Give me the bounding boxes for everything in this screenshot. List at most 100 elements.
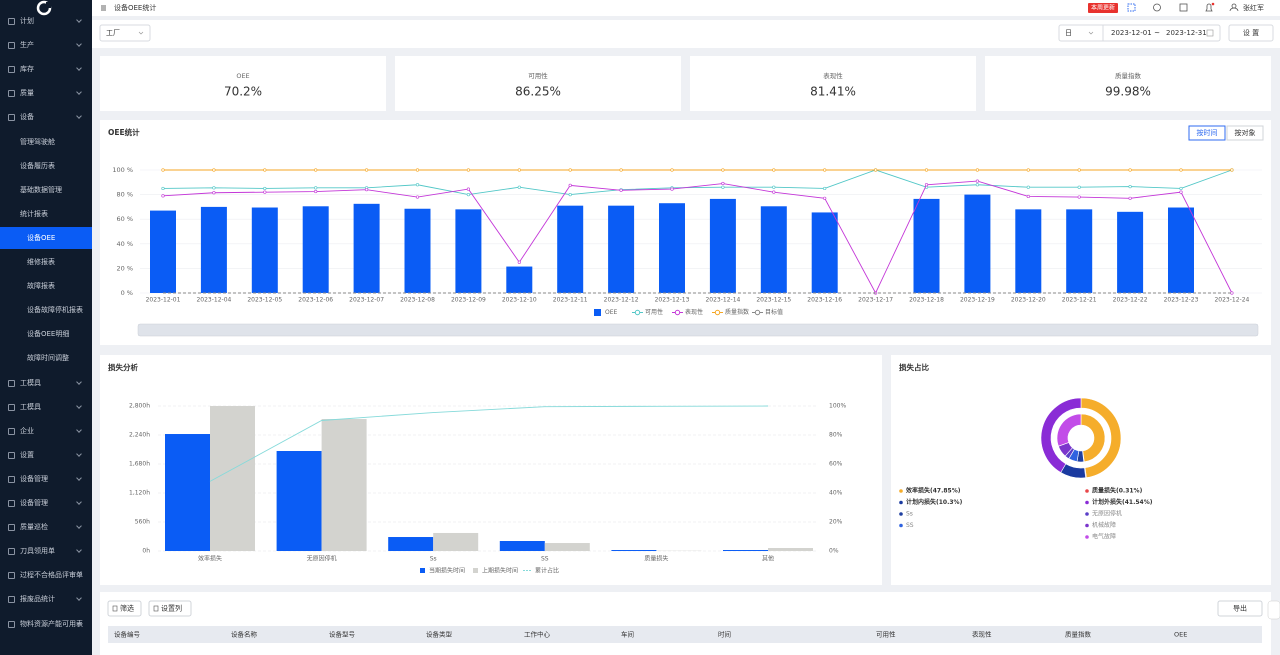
x-tick-label: 2023-12-10 [502,297,537,304]
menu-item[interactable]: 质量 [0,82,92,104]
point [415,168,420,172]
toolbar-button[interactable] [148,600,192,617]
bar [210,406,255,551]
legend-label: 质量指数 [725,308,749,316]
menu-item[interactable]: 基础数据管理 [20,185,62,194]
x-tick-label: 2023-12-17 [858,297,893,304]
column-header[interactable]: 时间 [718,630,731,639]
legend-label: 计划内损失 [906,498,937,506]
point [466,187,471,191]
point [212,191,216,195]
point [772,185,776,189]
y-tick-label: 2,240h [129,432,150,439]
x-tick-label: SS [541,556,549,563]
menu-item[interactable]: 设置 [0,444,92,466]
kpi-value: 81.41% [810,85,856,99]
column-header[interactable]: 可用性 [876,630,896,639]
point [975,179,980,183]
bar [1117,211,1144,293]
menu-item[interactable]: 故障时间调整 [27,354,69,363]
menu-item[interactable]: 设备管理 [0,492,92,514]
column-header[interactable]: 设备型号 [329,630,356,639]
x-tick-label: 2023-12-06 [298,297,333,304]
kpi-label: 质量指数 [1115,71,1142,80]
menu-item[interactable]: 设备管理 [0,468,92,490]
point [314,189,318,194]
update-badge[interactable]: 本周更新 [1091,4,1115,12]
legend-label: 当期损失时间 [429,567,465,575]
end-date[interactable]: 2023-12-31 [1166,29,1207,37]
legend-value: (41.54%) [1122,499,1153,506]
menu-item[interactable]: 设备OEE明细 [27,330,70,339]
legend-label: Ss [906,511,913,518]
bar [557,205,584,293]
y-tick-label: 1,680h [129,461,150,468]
point [517,168,521,172]
inner-slice [1056,413,1082,447]
column-header[interactable]: 工作中心 [524,630,551,639]
legend-label: 电气故障 [1092,533,1116,541]
y2-tick-label: 0% [829,548,839,555]
menu-item[interactable]: 企业 [0,420,92,442]
factory-select[interactable]: 工厂 [106,29,120,37]
menu-item[interactable]: 工模具 [0,372,92,394]
legend-swatch [594,309,601,316]
kpi-label: OEE [236,72,249,80]
legend-label: SS [906,522,914,529]
column-header[interactable]: 设备名称 [231,630,258,639]
menu-item[interactable]: 管理驾驶舱 [20,137,55,146]
column-header[interactable]: 质量指数 [1065,630,1092,639]
view-button[interactable] [1188,125,1226,141]
table-header [108,626,1262,643]
line [162,169,1233,196]
menu-item[interactable]: 质量巡检 [0,516,92,538]
menu-item[interactable]: 统计报表 [20,209,48,218]
legend-dot [1085,523,1089,528]
period-select[interactable]: 日 [1065,29,1072,37]
menu-item[interactable]: 故障报表 [27,282,55,291]
view-button-label: 按对象 [1235,128,1256,137]
menu-item[interactable]: 物料资源产能可用表 [0,613,92,635]
column-header[interactable]: 车间 [621,630,634,639]
x-tick-label: 2023-12-20 [1011,297,1046,304]
menu-item[interactable]: 设备故障停机报表 [27,306,83,315]
menu-item[interactable]: 生产 [0,34,92,56]
menu-item[interactable]: 过程不合格品评审单 [0,564,92,586]
column-header[interactable]: 设备类型 [426,630,453,639]
menu-item[interactable]: 设备 [0,106,92,128]
point [924,168,929,172]
bar [608,205,635,293]
menu-item[interactable]: 库存 [0,58,92,80]
kpi-value: 70.2% [224,85,262,99]
menu-item[interactable]: 刀具领用单 [0,540,92,562]
settings-button[interactable]: 设 置 [1243,28,1259,37]
menu-item[interactable]: 维修报表 [27,258,55,266]
bar [321,418,367,551]
column-header[interactable]: OEE [1174,631,1187,639]
legend-label: 无原因停机 [1092,510,1122,518]
start-date[interactable]: 2023-12-01 [1111,29,1152,37]
point [365,168,369,172]
export-button[interactable] [1217,600,1263,617]
menu-item[interactable]: 设备OEE [0,226,92,249]
column-header[interactable]: 表现性 [972,630,992,639]
y2-tick-label: 100% [829,403,846,410]
toolbar-label: 设置列 [161,604,182,613]
y-tick-label: 80 % [116,191,133,199]
bar [709,198,736,293]
x-tick-label: 2023-12-14 [705,297,740,304]
point [1179,190,1183,194]
kpi-card [985,56,1271,111]
toolbar-button[interactable] [107,600,142,617]
view-button[interactable] [1226,125,1264,141]
menu-item[interactable]: 计划 [0,10,92,32]
menu-item[interactable]: 报废品统计 [0,588,92,610]
menu-item[interactable]: 工模具 [0,396,92,418]
menu-item[interactable]: 设备履历表 [20,161,55,170]
x-tick-label: 2023-12-12 [604,297,639,304]
user-name[interactable]: 张红军 [1243,3,1264,12]
y-tick-label: 560h [135,519,150,526]
point [1128,185,1132,189]
point [314,186,318,190]
column-header[interactable]: 设备编号 [114,630,141,639]
